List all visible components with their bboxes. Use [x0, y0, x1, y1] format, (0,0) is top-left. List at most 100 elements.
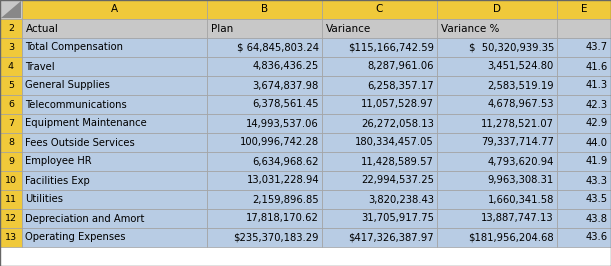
Bar — [22, 38, 207, 57]
Text: Facilities Exp: Facilities Exp — [25, 176, 90, 185]
Bar — [557, 190, 611, 209]
Bar — [437, 38, 557, 57]
Bar — [0, 228, 22, 247]
Bar — [22, 228, 207, 247]
Text: $115,166,742.59: $115,166,742.59 — [348, 43, 434, 52]
Text: 100,996,742.28: 100,996,742.28 — [240, 138, 319, 148]
Bar — [207, 19, 322, 38]
Text: 42.9: 42.9 — [586, 118, 608, 128]
Text: 41.6: 41.6 — [586, 61, 608, 72]
Bar — [0, 57, 22, 76]
Text: Variance: Variance — [326, 23, 371, 34]
Bar — [437, 190, 557, 209]
Text: B: B — [261, 5, 268, 15]
Bar — [22, 171, 207, 190]
Text: $  50,320,939.35: $ 50,320,939.35 — [469, 43, 554, 52]
Text: 31,705,917.75: 31,705,917.75 — [361, 214, 434, 223]
Bar — [437, 228, 557, 247]
Text: 43.6: 43.6 — [586, 232, 608, 243]
Bar — [22, 209, 207, 228]
Text: 43.3: 43.3 — [586, 176, 608, 185]
Bar — [437, 152, 557, 171]
Bar — [437, 171, 557, 190]
Bar — [22, 114, 207, 133]
Bar — [22, 152, 207, 171]
Text: Fees Outside Services: Fees Outside Services — [25, 138, 135, 148]
Bar — [207, 228, 322, 247]
Bar — [437, 19, 557, 38]
Bar — [0, 190, 22, 209]
Text: 7: 7 — [8, 119, 14, 128]
Text: 13,031,228.94: 13,031,228.94 — [246, 176, 319, 185]
Text: Travel: Travel — [25, 61, 54, 72]
Text: 17,818,170.62: 17,818,170.62 — [246, 214, 319, 223]
Text: 11,428,589.57: 11,428,589.57 — [361, 156, 434, 167]
Text: E: E — [580, 5, 587, 15]
Text: Telecommunications: Telecommunications — [25, 99, 126, 110]
Text: C: C — [376, 5, 383, 15]
Text: 8,287,961.06: 8,287,961.06 — [367, 61, 434, 72]
Text: Employee HR: Employee HR — [25, 156, 92, 167]
Bar — [207, 209, 322, 228]
Bar — [207, 190, 322, 209]
Text: 4: 4 — [8, 62, 14, 71]
Text: 11,057,528.97: 11,057,528.97 — [361, 99, 434, 110]
Text: Plan: Plan — [211, 23, 233, 34]
Text: 4,678,967.53: 4,678,967.53 — [488, 99, 554, 110]
Text: 3,674,837.98: 3,674,837.98 — [253, 81, 319, 90]
Bar — [0, 114, 22, 133]
Bar — [557, 0, 611, 19]
Text: 79,337,714.77: 79,337,714.77 — [481, 138, 554, 148]
Text: $235,370,183.29: $235,370,183.29 — [233, 232, 319, 243]
Bar — [22, 133, 207, 152]
Text: 13: 13 — [5, 233, 17, 242]
Bar — [207, 114, 322, 133]
Text: 42.3: 42.3 — [586, 99, 608, 110]
Bar — [207, 0, 322, 19]
Text: 2: 2 — [8, 24, 14, 33]
Text: 4,793,620.94: 4,793,620.94 — [488, 156, 554, 167]
Bar — [322, 190, 437, 209]
Bar — [207, 152, 322, 171]
Bar — [322, 228, 437, 247]
Text: Depreciation and Amort: Depreciation and Amort — [25, 214, 144, 223]
Bar — [557, 76, 611, 95]
Bar — [207, 171, 322, 190]
Text: 3,820,238.43: 3,820,238.43 — [368, 194, 434, 205]
Bar — [557, 171, 611, 190]
Bar — [557, 209, 611, 228]
Bar — [322, 76, 437, 95]
Text: 11: 11 — [5, 195, 17, 204]
Text: 2,159,896.85: 2,159,896.85 — [252, 194, 319, 205]
Text: A: A — [111, 5, 118, 15]
Bar — [0, 171, 22, 190]
Bar — [557, 57, 611, 76]
Bar — [207, 76, 322, 95]
Bar — [22, 190, 207, 209]
Text: $417,326,387.97: $417,326,387.97 — [348, 232, 434, 243]
Bar — [322, 57, 437, 76]
Bar — [207, 57, 322, 76]
Bar — [557, 152, 611, 171]
Bar — [437, 133, 557, 152]
Bar — [22, 0, 207, 19]
Text: 12: 12 — [5, 214, 17, 223]
Bar — [322, 0, 437, 19]
Bar — [22, 95, 207, 114]
Text: 1,660,341.58: 1,660,341.58 — [488, 194, 554, 205]
Bar — [437, 57, 557, 76]
Bar — [0, 95, 22, 114]
Bar — [322, 152, 437, 171]
Bar — [437, 76, 557, 95]
Polygon shape — [1, 1, 21, 18]
Bar — [557, 133, 611, 152]
Bar — [437, 114, 557, 133]
Bar — [557, 228, 611, 247]
Bar — [437, 209, 557, 228]
Text: 3: 3 — [8, 43, 14, 52]
Text: 9: 9 — [8, 157, 14, 166]
Text: 9,963,308.31: 9,963,308.31 — [488, 176, 554, 185]
Text: 11,278,521.07: 11,278,521.07 — [481, 118, 554, 128]
Bar — [322, 133, 437, 152]
Text: 44.0: 44.0 — [586, 138, 608, 148]
